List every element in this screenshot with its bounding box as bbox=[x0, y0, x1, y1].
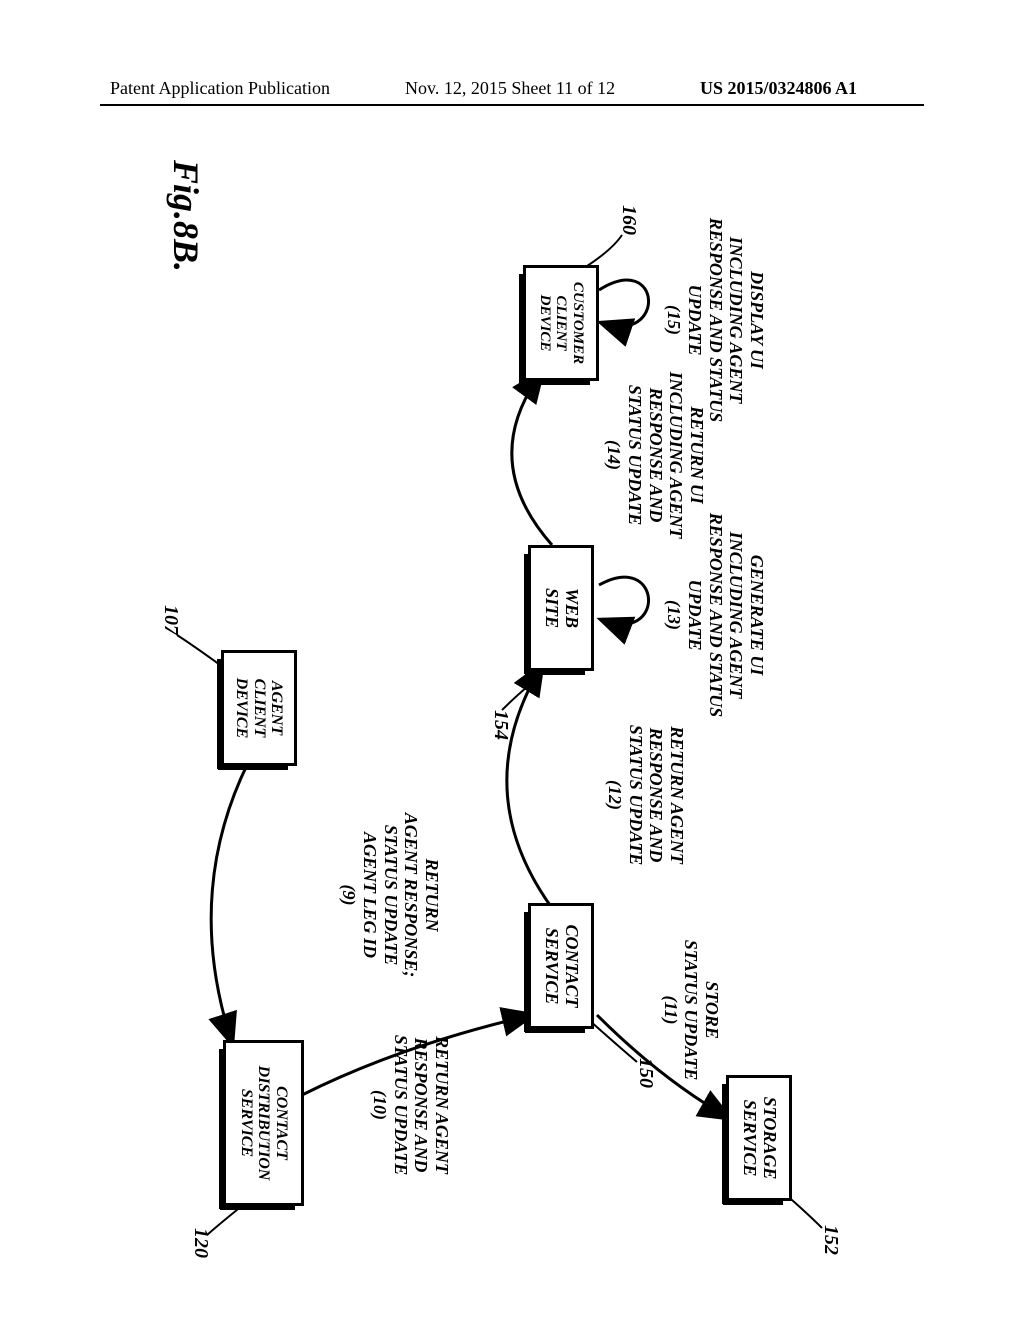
lbl-line: RETURN bbox=[421, 800, 442, 990]
diagram: CUSTOMER CLIENT DEVICE WEB SITE CONTACT … bbox=[152, 150, 872, 1250]
lbl-line: UPDATE bbox=[684, 510, 705, 720]
box-line: DEVICE bbox=[233, 678, 251, 738]
box-line: SERVICE bbox=[541, 928, 561, 1005]
lbl-step: (12) bbox=[604, 705, 625, 885]
box-line: CONTACT bbox=[272, 1086, 290, 1160]
box-line: CUSTOMER bbox=[569, 282, 586, 364]
lbl-line: RETURN AGENT bbox=[666, 705, 687, 885]
box-line: AGENT bbox=[268, 681, 286, 735]
lbl-line: STATUS UPDATE bbox=[624, 360, 645, 550]
box-line: SITE bbox=[541, 588, 561, 628]
header-rule bbox=[100, 104, 924, 106]
ref-154: 154 bbox=[489, 710, 512, 740]
lbl-line: DISPLAY UI bbox=[746, 210, 767, 430]
box-contact-service: CONTACT SERVICE bbox=[528, 903, 594, 1029]
lbl-step: (13) bbox=[664, 510, 685, 720]
box-line: STORAGE bbox=[759, 1097, 779, 1180]
header-mid: Nov. 12, 2015 Sheet 11 of 12 bbox=[405, 78, 615, 99]
lbl-line: STATUS UPDATE bbox=[625, 705, 646, 885]
box-web-site: WEB SITE bbox=[528, 545, 594, 671]
header-left: Patent Application Publication bbox=[110, 78, 330, 99]
box-line: SERVICE bbox=[739, 1100, 759, 1177]
lbl-step: (11) bbox=[660, 930, 681, 1090]
ref-160: 160 bbox=[617, 205, 640, 235]
box-line: CLIENT bbox=[250, 679, 268, 738]
box-line: WEB bbox=[561, 588, 581, 628]
label-step-10: RETURN AGENT RESPONSE AND STATUS UPDATE … bbox=[369, 1020, 452, 1190]
label-step-11: STORE STATUS UPDATE (11) bbox=[660, 930, 722, 1090]
label-step-12: RETURN AGENT RESPONSE AND STATUS UPDATE … bbox=[604, 705, 687, 885]
box-line: DEVICE bbox=[536, 295, 553, 352]
lbl-line: AGENT RESPONSE; bbox=[401, 800, 422, 990]
lbl-line: RESPONSE AND bbox=[411, 1020, 432, 1190]
lbl-step: (14) bbox=[604, 360, 625, 550]
box-line: CLIENT bbox=[553, 295, 570, 350]
ref-107: 107 bbox=[159, 605, 182, 635]
lbl-line: RESPONSE AND STATUS bbox=[705, 210, 726, 430]
box-customer-client-device: CUSTOMER CLIENT DEVICE bbox=[523, 265, 599, 381]
lbl-line: STORE bbox=[701, 930, 722, 1090]
lbl-line: RESPONSE AND bbox=[645, 360, 666, 550]
box-line: DISTRIBUTION bbox=[255, 1066, 273, 1181]
lbl-step: (9) bbox=[339, 800, 360, 990]
lbl-line: RESPONSE AND STATUS bbox=[705, 510, 726, 720]
box-storage-service: STORAGE SERVICE bbox=[726, 1075, 792, 1201]
label-step-9: RETURN AGENT RESPONSE; STATUS UPDATE AGE… bbox=[339, 800, 442, 990]
lbl-line: RESPONSE AND bbox=[646, 705, 667, 885]
header-right: US 2015/0324806 A1 bbox=[700, 78, 857, 99]
ref-152: 152 bbox=[819, 1225, 842, 1255]
lbl-line: INCLUDING AGENT bbox=[726, 510, 747, 720]
lbl-line: AGENT LEG ID bbox=[359, 800, 380, 990]
lbl-line: STATUS UPDATE bbox=[390, 1020, 411, 1190]
box-agent-client-device: AGENT CLIENT DEVICE bbox=[221, 650, 297, 766]
lbl-line: GENERATE UI bbox=[746, 510, 767, 720]
ref-150: 150 bbox=[634, 1058, 657, 1088]
box-line: SERVICE bbox=[237, 1089, 255, 1157]
lbl-line: INCLUDING AGENT bbox=[726, 210, 747, 430]
ref-120: 120 bbox=[189, 1228, 212, 1258]
page: Patent Application Publication Nov. 12, … bbox=[0, 0, 1024, 1320]
box-line: CONTACT bbox=[561, 924, 581, 1007]
lbl-line: STATUS UPDATE bbox=[380, 800, 401, 990]
lbl-line: STATUS UPDATE bbox=[681, 930, 702, 1090]
lbl-line: RETURN AGENT bbox=[431, 1020, 452, 1190]
box-contact-distribution-service: CONTACT DISTRIBUTION SERVICE bbox=[223, 1040, 304, 1206]
lbl-step: (10) bbox=[369, 1020, 390, 1190]
label-step-13: GENERATE UI INCLUDING AGENT RESPONSE AND… bbox=[664, 510, 767, 720]
figure-caption: Fig.8B. bbox=[165, 160, 207, 272]
